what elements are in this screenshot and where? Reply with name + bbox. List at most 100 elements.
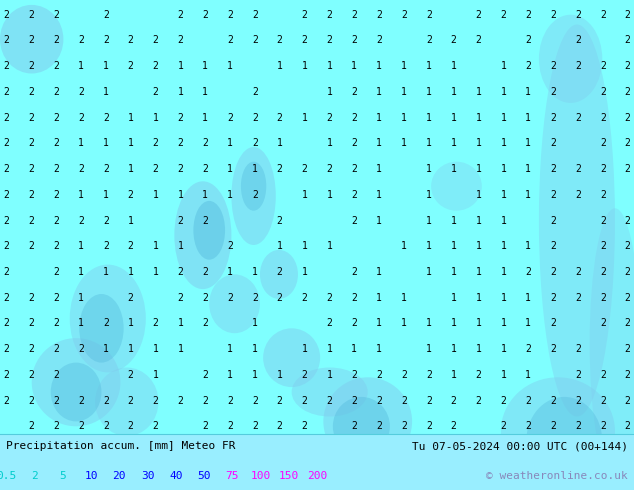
Text: 1: 1 [376,190,382,200]
Text: 2: 2 [624,267,631,277]
Text: 1: 1 [178,61,183,71]
Text: 2: 2 [277,395,283,406]
Text: 1: 1 [376,87,382,97]
Text: 2: 2 [550,267,556,277]
Text: 2: 2 [202,421,208,431]
Text: 1: 1 [451,61,456,71]
Text: 2: 2 [178,35,183,46]
Text: 2: 2 [302,164,307,174]
Text: 2: 2 [327,10,332,20]
Text: 2: 2 [624,293,631,303]
Text: 2: 2 [550,216,556,225]
Text: 1: 1 [277,138,283,148]
Text: 0.5: 0.5 [0,471,16,481]
Text: 1: 1 [153,370,158,380]
Text: 1: 1 [327,370,332,380]
Text: 2: 2 [252,113,258,122]
Text: 2: 2 [3,10,10,20]
Text: 1: 1 [476,216,481,225]
Text: 2: 2 [426,421,432,431]
Text: 2: 2 [600,190,605,200]
Text: 1: 1 [78,318,84,328]
Text: 2: 2 [624,113,631,122]
Text: 2: 2 [550,318,556,328]
Text: 2: 2 [624,87,631,97]
Text: 2: 2 [600,293,605,303]
Text: 2: 2 [103,395,108,406]
Text: 2: 2 [302,395,307,406]
Text: 150: 150 [278,471,299,481]
Text: 1: 1 [500,267,507,277]
Text: 2: 2 [53,164,59,174]
Text: 1: 1 [178,318,183,328]
Text: 2: 2 [401,370,407,380]
Text: 1: 1 [127,164,134,174]
Text: 2: 2 [351,10,357,20]
Text: 2: 2 [302,421,307,431]
Text: 1: 1 [500,113,507,122]
Text: 2: 2 [53,318,59,328]
Text: 1: 1 [103,138,108,148]
Text: 1: 1 [178,344,183,354]
Ellipse shape [292,368,368,416]
Text: 2: 2 [550,190,556,200]
Text: 2: 2 [53,87,59,97]
Text: 2: 2 [3,395,10,406]
Text: 1: 1 [351,61,357,71]
Text: 1: 1 [227,370,233,380]
Ellipse shape [333,397,390,456]
Text: 1: 1 [401,138,407,148]
Text: 2: 2 [600,164,605,174]
Text: 2: 2 [29,395,34,406]
Text: 1: 1 [426,267,432,277]
Text: 2: 2 [53,113,59,122]
Text: 2: 2 [376,10,382,20]
Text: 2: 2 [53,10,59,20]
Text: 75: 75 [226,471,239,481]
Text: 2: 2 [29,87,34,97]
Ellipse shape [209,274,260,333]
Text: 2: 2 [550,344,556,354]
Text: 2: 2 [153,318,158,328]
Text: 2: 2 [624,164,631,174]
Text: 1: 1 [127,138,134,148]
Text: 2: 2 [277,267,283,277]
Text: 2: 2 [53,267,59,277]
Text: 2: 2 [600,138,605,148]
Text: 1: 1 [526,190,531,200]
Text: 2: 2 [500,10,507,20]
Text: 2: 2 [127,61,134,71]
Text: 1: 1 [500,344,507,354]
Text: 2: 2 [624,216,631,225]
Text: 2: 2 [451,35,456,46]
Text: 2: 2 [3,267,10,277]
Text: 2: 2 [29,344,34,354]
Text: 2: 2 [78,421,84,431]
Text: 2: 2 [3,344,10,354]
Text: 1: 1 [327,241,332,251]
Text: 2: 2 [351,267,357,277]
Text: 2: 2 [277,293,283,303]
Text: 2: 2 [178,395,183,406]
Text: 2: 2 [3,164,10,174]
Text: 2: 2 [153,164,158,174]
Text: 2: 2 [624,344,631,354]
Text: 1: 1 [451,138,456,148]
Text: 1: 1 [526,113,531,122]
Text: 2: 2 [476,10,481,20]
Text: 1: 1 [302,190,307,200]
Text: 1: 1 [351,344,357,354]
Text: 2: 2 [29,190,34,200]
Text: 2: 2 [227,113,233,122]
Text: 1: 1 [376,344,382,354]
Text: 1: 1 [327,138,332,148]
Text: 2: 2 [550,61,556,71]
Text: 1: 1 [526,164,531,174]
Text: 1: 1 [178,190,183,200]
Text: 2: 2 [3,370,10,380]
Text: 2: 2 [550,241,556,251]
Text: 2: 2 [376,421,382,431]
Text: 100: 100 [250,471,271,481]
Text: 2: 2 [78,35,84,46]
Text: 2: 2 [327,113,332,122]
